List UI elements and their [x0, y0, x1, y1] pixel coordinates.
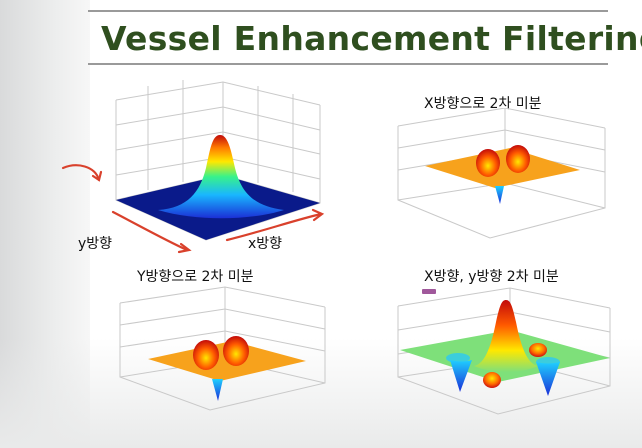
- slide-title: Vessel Enhancement Filtering: [101, 19, 642, 58]
- purple-marker-icon: [422, 289, 436, 294]
- plot-xy: [388, 282, 628, 422]
- title-rule-bottom: [88, 63, 608, 65]
- xy-center-peak: [474, 300, 538, 372]
- xx-right-bump: [506, 145, 530, 173]
- xx-base-plane: [425, 148, 580, 188]
- xy-front-bump: [483, 372, 501, 388]
- panel-caption-xx: X방향으로 2차 미분: [424, 96, 542, 112]
- yy-axes-box: [119, 286, 326, 411]
- xy-right-dip: [536, 362, 560, 396]
- xx-center-dip: [495, 186, 504, 204]
- title-rule-top: [88, 10, 608, 12]
- red-arrow-annotation-icon: [61, 164, 325, 254]
- plot-gaussian: [88, 80, 338, 255]
- panel-caption-xy: X방향, y방향 2차 미분: [424, 269, 559, 285]
- arrow-y-top-icon: [61, 164, 101, 182]
- arrow-y-bottom-icon: [111, 210, 189, 252]
- plot-yy: [110, 285, 345, 415]
- xx-left-bump: [476, 149, 500, 177]
- gaussian-peak: [158, 135, 284, 219]
- xx-axes-box: [397, 108, 606, 239]
- yy-center-dip: [212, 379, 223, 401]
- axis-label-y: y방향: [78, 236, 113, 252]
- panel-caption-yy: Y방향으로 2차 미분: [137, 269, 254, 285]
- xy-left-dip: [450, 360, 472, 392]
- axis-label-x: x방향: [248, 236, 283, 252]
- xy-back-bump: [529, 343, 547, 357]
- plot-xx: [380, 108, 620, 248]
- yy-left-bump: [193, 340, 219, 370]
- yy-right-bump: [223, 336, 249, 366]
- arrow-x-icon: [225, 212, 323, 242]
